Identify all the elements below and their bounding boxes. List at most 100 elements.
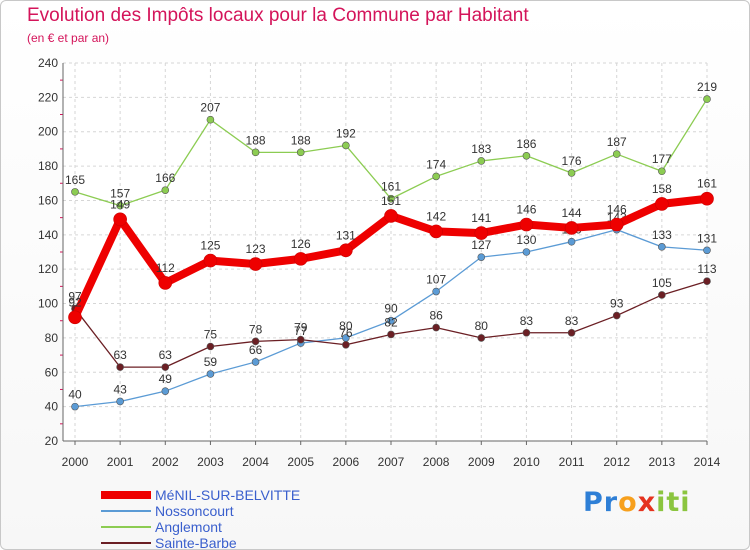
legend-label: Sainte-Barbe [155,535,237,550]
legend-swatch [101,526,151,528]
legend-item-nossoncourt: Nossoncourt [101,503,401,519]
data-label-anglemont: 192 [336,126,356,140]
data-label-nossoncourt: 77 [294,324,308,338]
data-label-nossoncourt: 49 [159,372,173,386]
proxiti-logo: Proxiti [583,487,691,518]
data-label-sainte-barbe: 113 [697,262,716,276]
data-label-nossoncourt: 59 [204,355,218,369]
data-label-nossoncourt: 40 [68,388,82,402]
data-label-m-nil-sur-belvitte: 151 [381,194,401,208]
data-label-m-nil-sur-belvitte: 142 [426,209,446,223]
data-label-sainte-barbe: 63 [159,348,173,362]
data-point-nossoncourt [658,243,666,251]
data-label-m-nil-sur-belvitte: 125 [200,239,220,253]
data-label-sainte-barbe: 79 [294,321,308,335]
y-tick-label: 140 [38,228,58,242]
data-point-sainte-barbe [342,340,350,349]
data-point-m-nil-sur-belvitte [429,224,443,239]
legend-item-sainte-barbe: Sainte-Barbe [101,535,401,550]
data-label-anglemont: 166 [155,171,175,185]
data-label-m-nil-sur-belvitte: 141 [471,211,491,225]
data-point-anglemont [477,157,486,165]
data-point-anglemont [567,169,576,177]
y-tick-label: 40 [45,400,59,414]
data-label-sainte-barbe: 83 [565,314,579,328]
chart-legend: MéNIL-SUR-BELVITTE Nossoncourt Anglemont Sa… [101,487,401,550]
data-label-nossoncourt: 107 [426,273,446,287]
x-tick-label: 2010 [513,455,540,469]
data-label-nossoncourt: 133 [652,228,672,242]
legend-item-anglemont: Anglemont [101,519,401,535]
data-label-anglemont: 177 [652,152,672,166]
data-point-m-nil-sur-belvitte [203,253,218,268]
data-label-sainte-barbe: 78 [249,322,263,336]
y-tick-label: 100 [38,297,58,311]
data-point-nossoncourt [703,246,711,255]
data-point-sainte-barbe [477,334,486,342]
data-label-anglemont: 165 [65,173,85,187]
y-tick-label: 180 [38,159,58,173]
logo-letter: t [666,487,681,518]
data-point-sainte-barbe [116,363,124,371]
y-tick-label: 240 [38,56,58,70]
data-point-m-nil-sur-belvitte [609,217,624,232]
x-tick-label: 2005 [287,455,314,469]
data-label-sainte-barbe: 83 [520,314,534,328]
logo-letter: i [656,487,667,518]
data-point-sainte-barbe [206,342,215,351]
data-label-sainte-barbe: 93 [610,297,624,311]
data-point-nossoncourt [251,358,260,366]
y-tick-label: 200 [38,125,58,139]
logo-letter: r [603,487,619,518]
data-point-m-nil-sur-belvitte [158,276,173,290]
data-point-anglemont [432,172,440,181]
data-label-anglemont: 161 [381,180,401,194]
data-point-nossoncourt [206,370,215,378]
data-label-anglemont: 176 [562,154,582,168]
data-point-nossoncourt [387,316,395,325]
x-tick-label: 2009 [468,455,495,469]
data-point-anglemont [251,148,260,157]
data-label-anglemont: 157 [110,187,130,201]
data-point-anglemont [161,186,170,194]
data-point-m-nil-sur-belvitte [339,243,353,258]
data-point-anglemont [522,151,531,160]
data-label-m-nil-sur-belvitte: 149 [110,197,130,211]
data-label-m-nil-sur-belvitte: 123 [246,242,266,256]
data-point-sainte-barbe [703,277,711,286]
data-point-sainte-barbe [612,311,621,320]
y-tick-label: 60 [45,365,59,379]
legend-swatch [101,491,151,499]
data-label-anglemont: 187 [607,135,627,149]
chart-subtitle: (en € et par an) [27,31,110,45]
data-point-anglemont [387,194,395,203]
x-tick-label: 2013 [649,455,676,469]
legend-label: Nossoncourt [155,503,234,519]
data-label-nossoncourt: 127 [471,238,491,252]
data-label-m-nil-sur-belvitte: 146 [607,203,627,217]
x-tick-label: 2001 [107,455,134,469]
data-point-m-nil-sur-belvitte [68,310,82,325]
logo-letter: i [680,487,691,518]
data-point-m-nil-sur-belvitte [519,217,534,232]
data-label-nossoncourt: 90 [384,302,398,316]
data-point-nossoncourt [116,397,124,406]
data-label-anglemont: 186 [516,137,536,151]
x-tick-label: 2011 [559,455,585,469]
data-label-anglemont: 174 [426,157,446,171]
data-point-sainte-barbe [296,335,305,344]
data-point-anglemont [71,188,79,196]
data-point-nossoncourt [477,253,486,261]
logo-letter: P [583,487,604,518]
data-point-anglemont [703,95,711,103]
x-tick-label: 2014 [694,455,721,469]
data-point-sainte-barbe [251,337,260,346]
plot-area [63,63,707,441]
data-label-m-nil-sur-belvitte: 158 [652,182,672,196]
data-point-m-nil-sur-belvitte [700,191,714,206]
data-label-anglemont: 219 [697,80,717,94]
data-label-m-nil-sur-belvitte: 92 [68,295,82,309]
data-point-nossoncourt [71,402,79,411]
data-label-nossoncourt: 43 [113,382,127,396]
